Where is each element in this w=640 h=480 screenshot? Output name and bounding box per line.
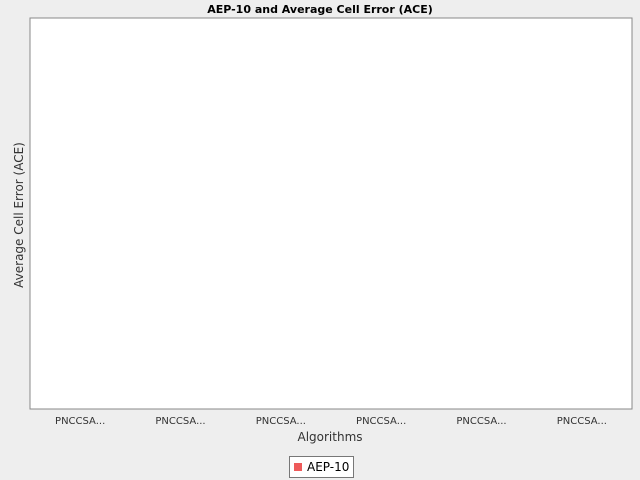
x-tick-label: PNCCSA... xyxy=(557,416,607,427)
y-axis-label: Average Cell Error (ACE) xyxy=(12,142,26,288)
x-tick-labels: PNCCSA... PNCCSA... PNCCSA... PNCCSA... PNCC… xyxy=(55,416,607,427)
x-tick-label: PNCCSA... xyxy=(256,416,306,427)
x-tick-label: PNCCSA... xyxy=(155,416,205,427)
legend-swatch xyxy=(294,463,302,471)
plot-area xyxy=(29,17,633,410)
legend: AEP-10 xyxy=(289,456,355,478)
x-tick-label: PNCCSA... xyxy=(55,416,105,427)
x-tick-label: PNCCSA... xyxy=(356,416,406,427)
chart-title: AEP-10 and Average Cell Error (ACE) xyxy=(207,3,433,16)
x-axis-label: Algorithms xyxy=(297,430,362,444)
x-tick-label: PNCCSA... xyxy=(456,416,506,427)
legend-label: AEP-10 xyxy=(307,460,350,474)
